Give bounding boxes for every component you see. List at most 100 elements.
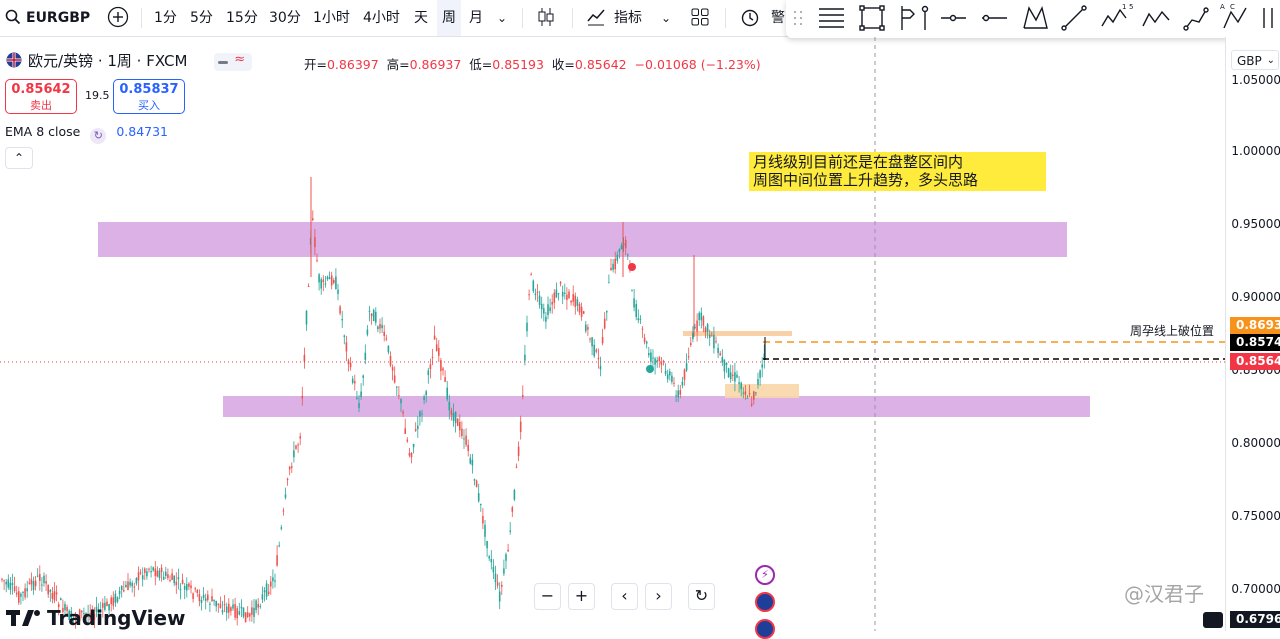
elliott-wave-icon[interactable] (1101, 8, 1127, 27)
abc-pattern-icon[interactable] (1223, 7, 1247, 29)
trend-line-icon[interactable] (1061, 5, 1087, 31)
candle-body (734, 372, 736, 382)
level-annotation[interactable]: 周孕线上破位置 (1130, 324, 1215, 338)
currency-select[interactable]: GBP ⌄ (1231, 50, 1279, 70)
text-note[interactable]: 月线级别目前还是在盘整区间内 周图中间位置上升趋势，多头思路 (749, 152, 1046, 191)
interval-30m[interactable]: 30分 (269, 10, 301, 26)
candle-body (89, 613, 91, 621)
interval-4h[interactable]: 4小时 (363, 10, 400, 26)
candle-body (328, 277, 331, 280)
candle-body (186, 584, 188, 591)
bearish-harami-zone[interactable] (683, 331, 792, 336)
candle-body (34, 580, 37, 587)
buy-signal-dot[interactable] (646, 365, 654, 373)
eu-flag-icon[interactable] (755, 619, 775, 639)
interval-1m[interactable]: 1分 (154, 10, 177, 26)
collapse-legend-button[interactable]: ⌃ (5, 147, 33, 169)
candle-body (553, 292, 556, 303)
candle-body (47, 584, 49, 595)
zoom-in-button[interactable]: + (568, 583, 595, 610)
candle-body (732, 374, 734, 376)
indicators-button[interactable]: 指标 (614, 10, 642, 26)
symbol-name[interactable]: EURGBP (26, 10, 91, 26)
candle-body (301, 395, 304, 399)
horizontal-line-icon[interactable] (982, 14, 1007, 22)
candle-body (669, 371, 671, 376)
candle-body (112, 597, 115, 606)
uk-flag-icon[interactable] (755, 592, 775, 612)
alert-clock-icon[interactable] (740, 0, 760, 36)
rectangle-icon[interactable] (859, 5, 885, 31)
chevron-down-icon[interactable]: ⌄ (497, 11, 508, 25)
interval-1d[interactable]: 天 (414, 10, 428, 26)
resistance-zone[interactable] (98, 222, 1067, 257)
candle-body (740, 382, 742, 390)
demand-zone[interactable] (725, 384, 799, 398)
interval-15m[interactable]: 15分 (226, 10, 258, 26)
price-chart[interactable] (0, 37, 1225, 631)
candle-body (540, 303, 543, 310)
add-symbol-icon[interactable] (107, 0, 129, 36)
chevron-down-icon[interactable]: ⌄ (661, 11, 672, 25)
symbol-search-icon[interactable] (5, 0, 21, 36)
lightning-icon[interactable]: ⚡ (755, 565, 775, 585)
long-position-icon[interactable] (901, 6, 915, 30)
scroll-left-button[interactable]: ‹ (611, 583, 638, 610)
cycle-lines-icon[interactable] (1263, 8, 1273, 28)
interval-1w[interactable]: 周 (437, 0, 461, 36)
candle-body (288, 466, 291, 470)
drag-handle-icon[interactable] (794, 11, 802, 25)
legend-toggle[interactable]: ≈ (214, 52, 253, 71)
candle-body (561, 291, 564, 297)
support-zone[interactable] (223, 396, 1090, 417)
reset-chart-button[interactable]: ↻ (688, 583, 715, 610)
tradingview-logo[interactable]: TradingView (6, 606, 186, 630)
path-icon[interactable] (1183, 7, 1209, 31)
alert-button[interactable]: 警 (771, 10, 785, 26)
candle-body (666, 374, 669, 380)
candle-body (387, 345, 390, 353)
candle-body (717, 347, 719, 353)
candle-body (755, 392, 757, 394)
candle-body (410, 453, 413, 458)
interval-1M[interactable]: 月 (469, 10, 483, 26)
symbol-title[interactable]: 欧元/英镑 · 1周 · FXCM (28, 52, 188, 70)
zoom-out-button[interactable]: − (534, 583, 561, 610)
candle-body (599, 365, 602, 370)
candle-body (595, 349, 598, 352)
zigzag-icon[interactable] (1142, 10, 1170, 27)
buy-label: 买入 (138, 99, 160, 112)
candle-body (402, 411, 404, 414)
interval-5m[interactable]: 5分 (190, 10, 213, 26)
buy-button[interactable]: 0.85837 买入 (113, 79, 185, 114)
candle-body (528, 294, 530, 296)
sell-button[interactable]: 0.85642 卖出 (5, 79, 77, 114)
candle-body (127, 581, 129, 590)
candle-body (614, 258, 616, 270)
chevron-right-icon: › (655, 586, 662, 605)
candle-body (519, 421, 522, 432)
candle-body (702, 316, 705, 326)
last-price-tag: 0.85642 (1230, 353, 1280, 370)
layout-grid-icon[interactable] (691, 0, 709, 36)
candle-body (131, 582, 133, 587)
candle-body (486, 541, 488, 549)
candle-body (74, 615, 77, 620)
horizontal-ray-icon[interactable] (941, 14, 966, 22)
vertical-line-icon[interactable] (921, 5, 929, 31)
chart-area[interactable] (0, 37, 1225, 631)
price-tick: 0.80000 (1231, 436, 1280, 450)
horizontal-lines-icon[interactable] (819, 8, 844, 28)
candles-icon[interactable] (537, 0, 555, 36)
price-tick: 0.90000 (1231, 290, 1280, 304)
sell-signal-dot[interactable] (628, 263, 636, 271)
interval-1h[interactable]: 1小时 (313, 10, 350, 26)
indicator-legend[interactable]: EMA 8 close ↻ 0.84731 (5, 124, 168, 144)
xabcd-pattern-icon[interactable] (1023, 5, 1048, 29)
candle-body (244, 612, 247, 623)
candle-body (681, 381, 684, 386)
indicators-icon[interactable] (586, 0, 606, 36)
candle-body (694, 327, 696, 329)
candle-body (354, 381, 356, 384)
scroll-right-button[interactable]: › (645, 583, 672, 610)
